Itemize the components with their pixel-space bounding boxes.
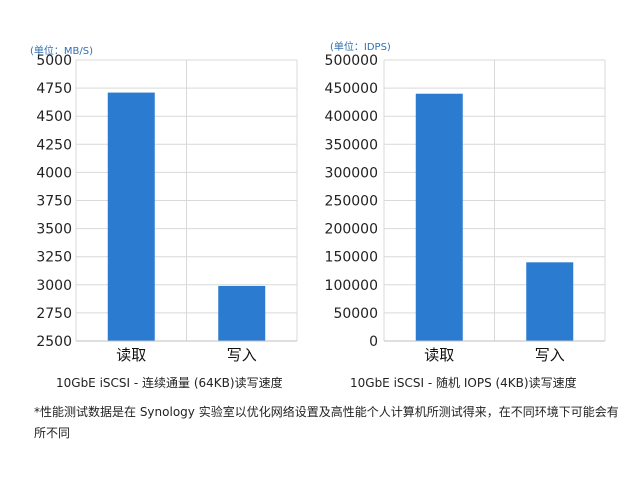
right-bar-1 <box>526 262 574 341</box>
left-ytick-label-0: 2500 <box>36 334 72 350</box>
left-ytick-label-3: 3250 <box>36 250 72 266</box>
left-ytick-label-10: 5000 <box>36 53 72 69</box>
right-ytick-label-8: 400000 <box>325 109 378 125</box>
left-bar-0 <box>107 92 155 341</box>
left-ytick-label-2: 3000 <box>36 278 72 294</box>
left-ytick-label-6: 4000 <box>36 165 72 181</box>
left-category-label-1: 写入 <box>227 346 257 364</box>
left-ytick-label-1: 2750 <box>36 306 72 322</box>
right-bar-0 <box>415 93 463 341</box>
left-chart-unit-label: (单位：MB/S) <box>30 46 94 57</box>
right-ytick-label-6: 300000 <box>325 165 378 181</box>
right-chart-caption: 10GbE iSCSI - 随机 IOPS (4KB)读写速度 <box>350 376 577 390</box>
right-category-label-0: 读取 <box>424 346 454 364</box>
left-ytick-label-9: 4750 <box>36 81 72 97</box>
right-ytick-label-2: 100000 <box>325 278 378 294</box>
right-ytick-label-5: 250000 <box>325 194 378 210</box>
right-ytick-label-0: 0 <box>369 334 378 350</box>
left-ytick-label-8: 4500 <box>36 109 72 125</box>
right-ytick-label-1: 50000 <box>333 306 378 322</box>
left-category-label-0: 读取 <box>116 346 146 364</box>
right-ytick-label-3: 150000 <box>325 250 378 266</box>
right-category-label-1: 写入 <box>535 346 565 364</box>
right-ytick-label-10: 500000 <box>325 53 378 69</box>
left-ytick-label-7: 4250 <box>36 137 72 153</box>
right-chart-unit-label: (单位：IDPS) <box>330 42 391 53</box>
footnote: *性能测试数据是在 Synology 实验室以优化网络设置及高性能个人计算机所测… <box>34 405 619 440</box>
left-bar-1 <box>218 285 266 341</box>
left-ytick-label-4: 3500 <box>36 222 72 238</box>
right-ytick-label-7: 350000 <box>325 137 378 153</box>
right-ytick-label-4: 200000 <box>325 222 378 238</box>
left-ytick-label-5: 3750 <box>36 194 72 210</box>
right-ytick-label-9: 450000 <box>325 81 378 97</box>
left-chart-caption: 10GbE iSCSI - 连续通量 (64KB)读写速度 <box>56 376 283 390</box>
